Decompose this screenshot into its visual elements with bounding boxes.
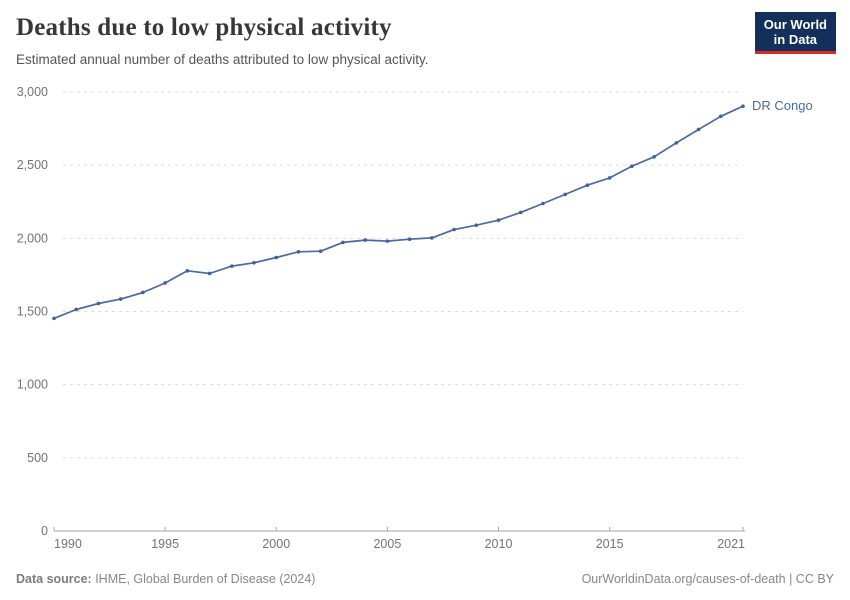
y-axis-tick-label: 1,500	[17, 305, 48, 319]
page-title: Deaths due to low physical activity	[16, 14, 392, 41]
data-point-marker[interactable]	[96, 301, 101, 306]
data-point-marker[interactable]	[185, 269, 190, 273]
entity-label[interactable]: DR Congo	[752, 98, 813, 113]
y-axis-tick-label: 0	[41, 524, 48, 538]
data-point-marker[interactable]	[141, 290, 145, 295]
y-axis-tick-label: 500	[27, 451, 48, 465]
data-point-marker[interactable]	[430, 236, 434, 240]
data-point-marker[interactable]	[607, 176, 612, 180]
owid-logo-line1: Our World	[763, 17, 827, 32]
data-point-marker[interactable]	[363, 238, 367, 242]
data-point-marker[interactable]	[563, 192, 567, 197]
chart-subtitle: Estimated annual number of deaths attrib…	[16, 52, 429, 67]
data-point-marker[interactable]	[741, 104, 745, 108]
x-axis-tick-label: 1990	[54, 537, 82, 551]
x-axis-tick-label: 2000	[262, 537, 290, 551]
data-point-marker[interactable]	[52, 316, 56, 321]
series-line[interactable]	[53, 105, 744, 320]
data-point-marker[interactable]	[674, 141, 679, 145]
data-point-marker[interactable]	[496, 218, 501, 222]
data-point-marker[interactable]	[541, 201, 545, 206]
data-source-label: Data source:	[16, 572, 92, 586]
data-point-marker[interactable]	[385, 239, 390, 243]
x-axis-tick-label: 2021	[717, 537, 745, 551]
data-source: Data source: IHME, Global Burden of Dise…	[16, 572, 315, 586]
data-point-marker[interactable]	[718, 114, 723, 119]
data-point-marker[interactable]	[230, 264, 234, 268]
data-point-marker[interactable]	[118, 297, 123, 301]
data-point-marker[interactable]	[407, 237, 412, 242]
data-point-marker[interactable]	[452, 227, 456, 232]
data-point-marker[interactable]	[274, 255, 279, 260]
data-point-marker[interactable]	[474, 223, 479, 227]
owid-logo[interactable]: Our World in Data	[754, 12, 836, 54]
data-point-marker[interactable]	[252, 260, 256, 265]
data-source-value: IHME, Global Burden of Disease (2024)	[91, 572, 316, 586]
data-point-marker[interactable]	[74, 307, 79, 312]
y-axis-tick-label: 3,000	[17, 85, 48, 99]
x-axis-tick-label: 1995	[151, 537, 179, 551]
data-point-marker[interactable]	[318, 249, 323, 254]
y-axis-tick-label: 2,500	[17, 158, 48, 172]
x-axis-tick-label: 2010	[485, 537, 513, 551]
data-point-marker[interactable]	[296, 249, 301, 254]
data-point-marker[interactable]	[585, 183, 590, 188]
data-point-marker[interactable]	[630, 164, 634, 168]
data-point-marker[interactable]	[207, 271, 212, 276]
data-point-marker[interactable]	[652, 155, 656, 159]
y-axis-tick-label: 2,000	[17, 231, 48, 245]
x-axis-tick-label: 2005	[373, 537, 401, 551]
data-point-marker[interactable]	[163, 281, 167, 285]
chart-footer: Data source: IHME, Global Burden of Dise…	[16, 572, 834, 586]
data-point-marker[interactable]	[518, 210, 523, 215]
attribution-link[interactable]: OurWorldinData.org/causes-of-death | CC …	[581, 572, 834, 586]
x-axis-tick-label: 2015	[596, 537, 624, 551]
owid-logo-line2: in Data	[773, 32, 818, 47]
y-axis-tick-label: 1,000	[17, 378, 48, 392]
data-point-marker[interactable]	[696, 127, 701, 132]
data-point-marker[interactable]	[341, 240, 345, 245]
